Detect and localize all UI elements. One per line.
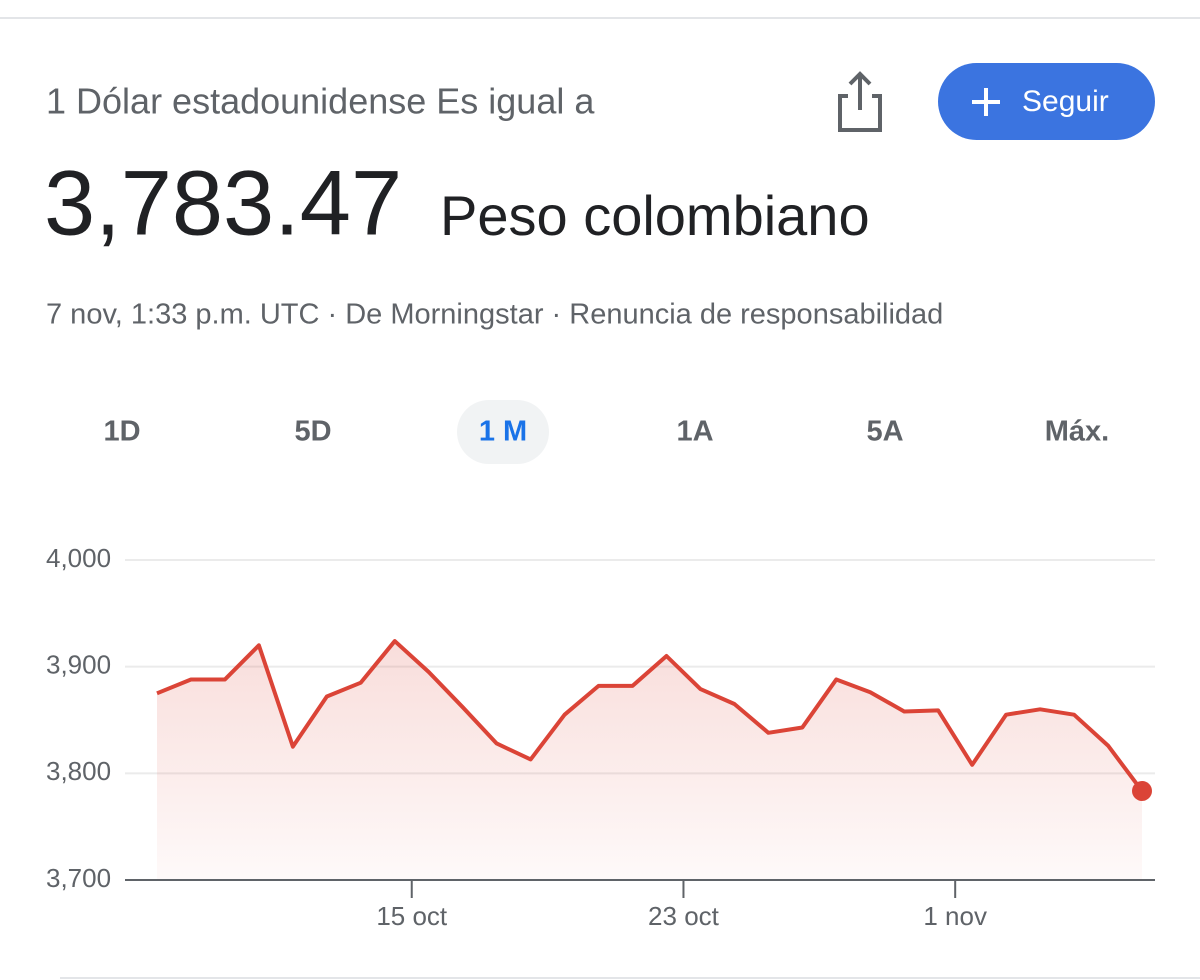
chart: 3,700 3,800 3,900 4,000 15 oct 23 oct 1 nov	[46, 543, 1155, 931]
follow-label: Seguir	[1022, 85, 1109, 118]
x-tick-label: 1 nov	[923, 901, 987, 931]
x-tick-label: 23 oct	[648, 901, 720, 931]
currency-name: Peso colombiano	[440, 184, 870, 247]
meta-info: 7 nov, 1:33 p.m. UTC · De Morningstar · …	[46, 299, 943, 331]
follow-bg	[938, 63, 1155, 140]
share-button[interactable]	[838, 71, 882, 132]
y-tick-label: 3,700	[46, 863, 111, 893]
plus-icon	[972, 88, 1000, 116]
x-tick-label: 15 oct	[376, 901, 448, 931]
tab-label: 1 M	[479, 416, 527, 448]
range-tab[interactable]: 1D	[103, 416, 140, 448]
range-tab[interactable]: 1A	[676, 416, 713, 448]
tab-label: 5A	[866, 416, 903, 448]
range-tab[interactable]: 1 M	[457, 400, 549, 464]
follow-button[interactable]: Seguir	[938, 63, 1155, 140]
range-tab[interactable]: 5A	[866, 416, 903, 448]
end-dot	[1132, 780, 1152, 801]
y-tick-label: 3,800	[46, 756, 111, 786]
range-tab[interactable]: 5D	[294, 416, 331, 448]
rate-value: 3,783.47	[44, 152, 402, 254]
range-tab[interactable]: Máx.	[1045, 416, 1109, 448]
y-tick-label: 3,900	[46, 650, 111, 680]
line	[156, 639, 1144, 793]
share-arrow	[848, 71, 872, 110]
subtitle: 1 Dólar estadounidense Es igual a	[46, 81, 595, 122]
range-tabs: 1D 5D 1 M 1A 5A Máx.	[103, 400, 1109, 464]
tab-label: 1A	[676, 416, 713, 448]
tab-label: 5D	[294, 416, 331, 448]
tab-highlight	[457, 400, 549, 464]
tab-label: Máx.	[1045, 416, 1109, 448]
y-tick-label: 4,000	[46, 543, 111, 573]
share-icon	[838, 94, 882, 132]
tab-label: 1D	[103, 416, 140, 448]
area	[157, 641, 1142, 880]
